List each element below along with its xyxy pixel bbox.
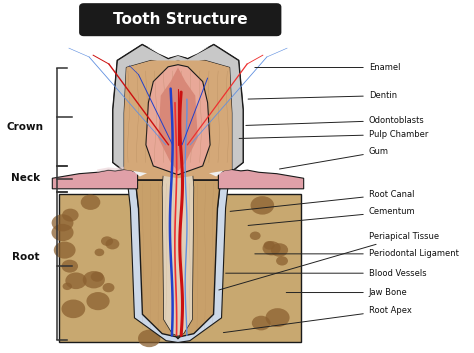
Circle shape xyxy=(138,330,160,347)
Text: Periapical Tissue: Periapical Tissue xyxy=(219,232,439,290)
Circle shape xyxy=(52,224,73,241)
Text: Root Apex: Root Apex xyxy=(223,306,411,333)
Circle shape xyxy=(86,292,109,310)
Polygon shape xyxy=(128,180,229,342)
Circle shape xyxy=(264,241,275,250)
Circle shape xyxy=(62,260,78,273)
Text: Blood Vessels: Blood Vessels xyxy=(226,269,427,278)
Circle shape xyxy=(251,196,274,215)
Circle shape xyxy=(265,308,290,327)
Polygon shape xyxy=(146,46,210,58)
Text: Root Canal: Root Canal xyxy=(230,190,414,211)
Text: Jaw Bone: Jaw Bone xyxy=(286,288,408,297)
Polygon shape xyxy=(97,167,124,172)
Circle shape xyxy=(62,300,85,318)
Polygon shape xyxy=(127,60,229,176)
Polygon shape xyxy=(158,67,198,171)
Polygon shape xyxy=(146,65,210,175)
Circle shape xyxy=(263,241,281,255)
Circle shape xyxy=(102,283,114,292)
Text: Crown: Crown xyxy=(7,122,44,132)
FancyBboxPatch shape xyxy=(80,4,280,35)
Text: Periodontal Ligament: Periodontal Ligament xyxy=(255,249,459,258)
Circle shape xyxy=(250,232,261,240)
Polygon shape xyxy=(52,169,137,189)
Circle shape xyxy=(106,239,119,250)
Polygon shape xyxy=(113,44,243,180)
Polygon shape xyxy=(136,180,220,337)
Circle shape xyxy=(54,241,75,259)
Bar xyxy=(59,194,301,342)
Circle shape xyxy=(94,249,104,256)
Polygon shape xyxy=(219,169,304,189)
Text: Enamel: Enamel xyxy=(255,63,400,72)
Circle shape xyxy=(276,256,288,265)
Circle shape xyxy=(81,195,100,210)
Circle shape xyxy=(65,273,87,289)
Polygon shape xyxy=(124,60,232,178)
Circle shape xyxy=(252,316,271,330)
Circle shape xyxy=(63,283,72,290)
Circle shape xyxy=(83,271,105,288)
Circle shape xyxy=(62,209,79,222)
Text: Gum: Gum xyxy=(280,148,389,169)
Polygon shape xyxy=(113,44,243,180)
Circle shape xyxy=(91,272,104,282)
Circle shape xyxy=(271,243,288,257)
Text: Dentin: Dentin xyxy=(248,91,397,100)
Circle shape xyxy=(52,214,73,232)
Text: Pulp Chamber: Pulp Chamber xyxy=(239,130,428,139)
Text: Neck: Neck xyxy=(11,173,40,183)
Text: Cementum: Cementum xyxy=(248,207,415,226)
Text: Odontoblasts: Odontoblasts xyxy=(246,116,425,125)
Polygon shape xyxy=(162,169,194,336)
Text: Tooth Structure: Tooth Structure xyxy=(113,12,247,27)
Text: Root: Root xyxy=(12,252,39,262)
Circle shape xyxy=(101,237,113,246)
